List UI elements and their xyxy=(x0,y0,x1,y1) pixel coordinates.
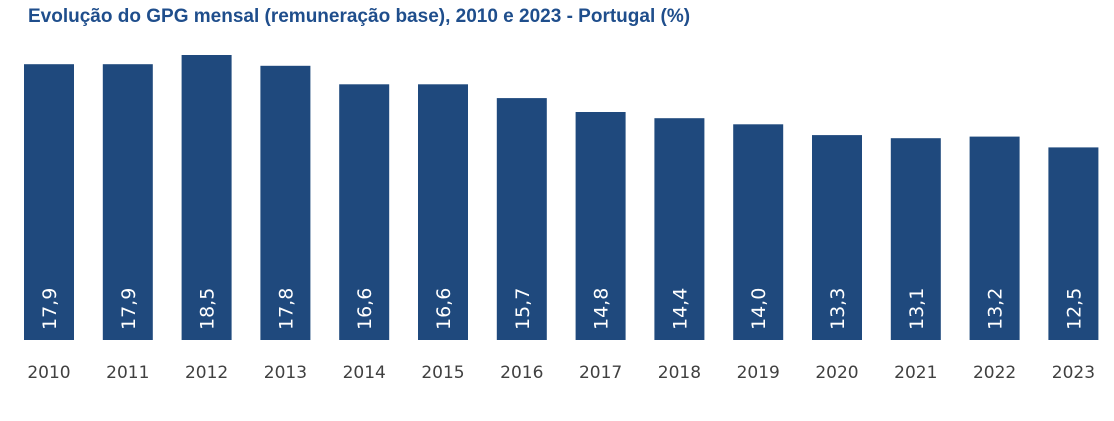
x-tick-label-2016: 2016 xyxy=(500,363,543,383)
bar-2022 xyxy=(969,136,1020,340)
x-tick-label-2021: 2021 xyxy=(894,363,937,383)
x-tick-label-2015: 2015 xyxy=(421,363,464,383)
bar-2017 xyxy=(575,112,626,340)
x-tick-label-2018: 2018 xyxy=(658,363,701,383)
x-tick-label-2020: 2020 xyxy=(815,363,858,383)
x-tick-label-2013: 2013 xyxy=(264,363,307,383)
bars-group xyxy=(24,55,1099,341)
bar-value-label-2015: 16,6 xyxy=(433,288,455,330)
bar-value-label-2022: 13,2 xyxy=(985,288,1007,330)
x-tick-label-2012: 2012 xyxy=(185,363,228,383)
bar-2015 xyxy=(418,84,468,340)
bar-2010 xyxy=(24,64,74,340)
bar-value-label-2019: 14,0 xyxy=(748,288,770,330)
x-tick-label-2019: 2019 xyxy=(737,363,780,383)
bar-2016 xyxy=(496,98,547,340)
bar-2011 xyxy=(102,64,153,340)
bar-2019 xyxy=(733,124,784,340)
bar-value-label-2013: 17,8 xyxy=(275,288,297,330)
bar-value-label-2010: 17,9 xyxy=(39,288,61,330)
x-tick-label-2010: 2010 xyxy=(27,363,70,383)
bar-value-label-2011: 17,9 xyxy=(118,288,140,330)
bar-value-label-2016: 15,7 xyxy=(512,288,534,330)
x-tick-label-2017: 2017 xyxy=(579,363,622,383)
x-tick-label-2023: 2023 xyxy=(1052,363,1095,383)
bar-value-label-2018: 14,4 xyxy=(669,288,691,330)
chart-title: Evolução do GPG mensal (remuneração base… xyxy=(28,6,691,27)
x-tick-label-2014: 2014 xyxy=(343,363,386,383)
bar-value-label-2014: 16,6 xyxy=(354,288,376,330)
bar-2018 xyxy=(654,118,705,340)
x-axis-ticks: 2010 2011 2012 2013 2014 2015 2016 2017 2018 2019… xyxy=(27,363,1095,383)
bar-value-label-2020: 13,3 xyxy=(827,288,849,330)
bar-value-label-2023: 12,5 xyxy=(1063,288,1085,330)
bar-2023 xyxy=(1048,147,1099,340)
bar-labels-group: 17,9 17,9 18,5 17,8 16,6 16,6 15,7 14,8 14,4 14,0… xyxy=(39,288,1085,330)
bar-value-label-2012: 18,5 xyxy=(197,288,219,330)
bar-2012 xyxy=(181,55,232,340)
bar-value-label-2017: 14,8 xyxy=(591,288,613,330)
bar-value-label-2021: 13,1 xyxy=(906,288,928,330)
bar-2020 xyxy=(812,135,862,340)
x-tick-label-2011: 2011 xyxy=(106,363,149,383)
bar-2014 xyxy=(339,84,390,340)
bar-2013 xyxy=(260,65,311,341)
bar-2021 xyxy=(890,138,941,340)
x-tick-label-2022: 2022 xyxy=(973,363,1016,383)
